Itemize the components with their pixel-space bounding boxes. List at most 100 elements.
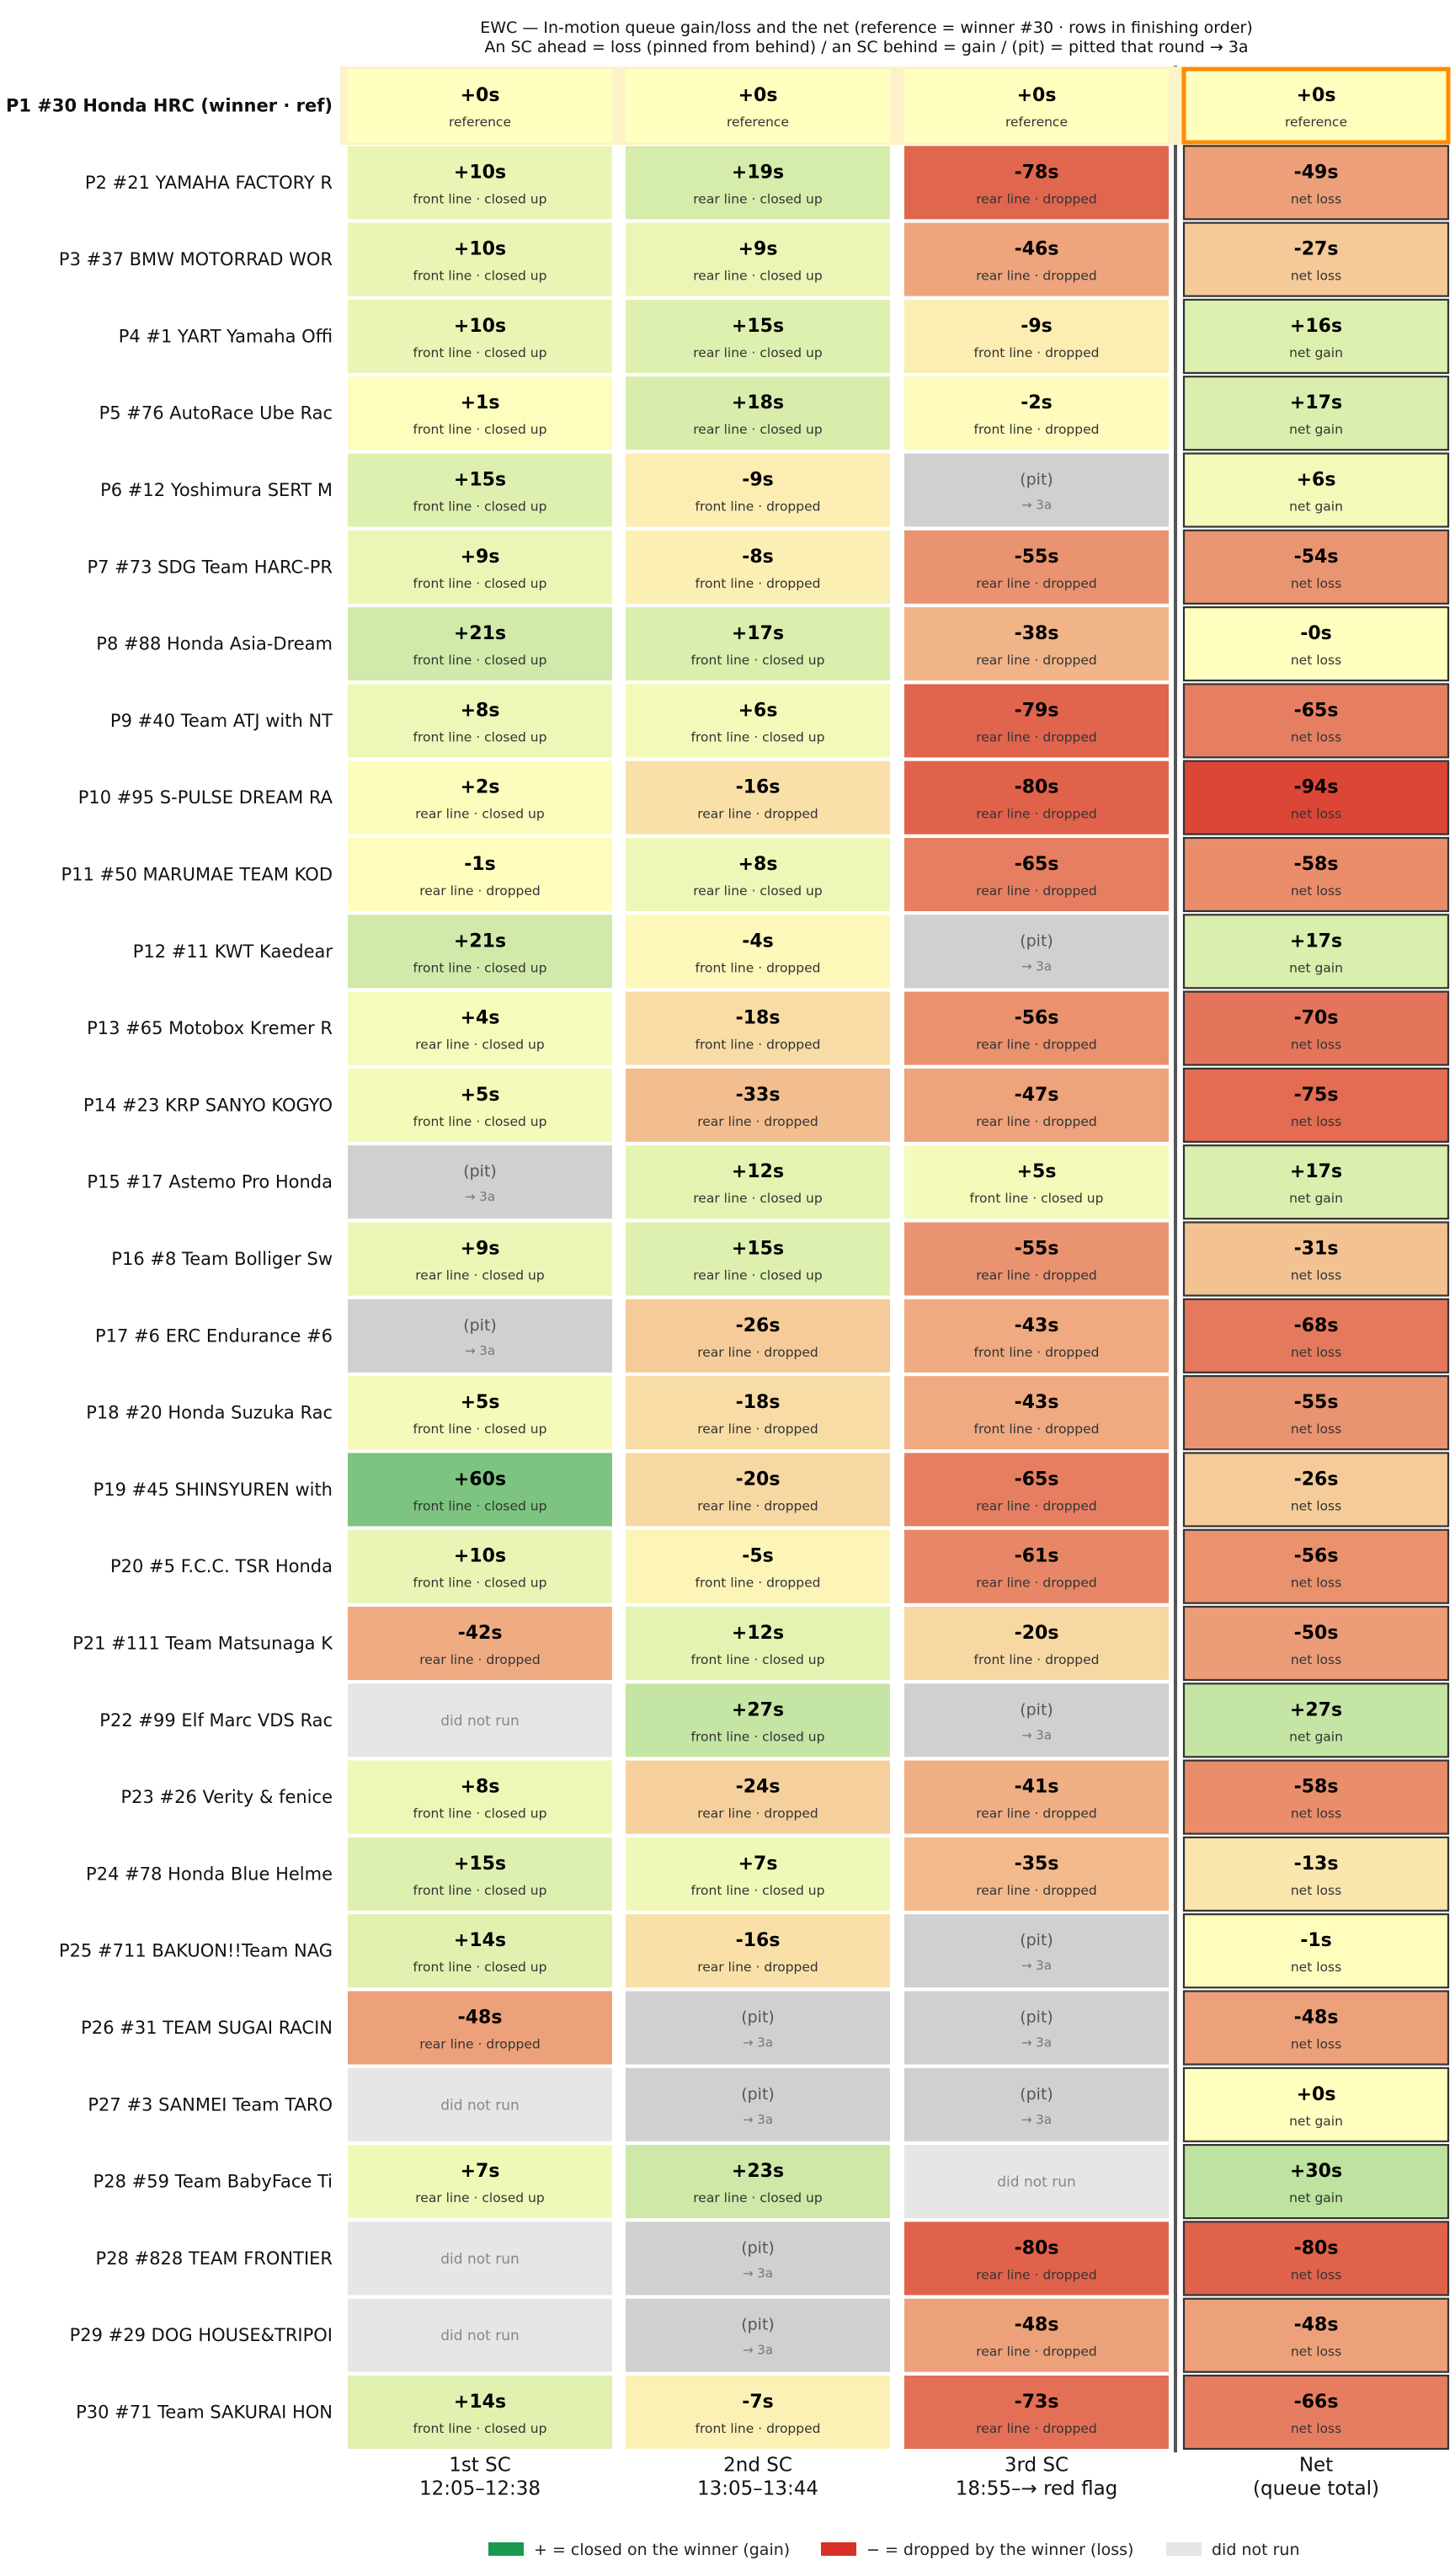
net-cell-r20-rect (1182, 1528, 1450, 1604)
cell-r5-c3-subtext: front line · dropped (974, 422, 1100, 437)
row-30: P29 #29 DOG HOUSE&TRIPOI did not run (pit)… (70, 2297, 1450, 2373)
cell-r5-c2-rect (626, 376, 890, 451)
cell-r28-c3-dnr-label: did not run (997, 2174, 1076, 2191)
net-cell-r31-rect (1182, 2374, 1450, 2451)
cell-r24-c1-subtext: front line · closed up (413, 1883, 547, 1898)
cell-r22-c1-rect (348, 1683, 612, 1757)
net-cell-r21-rect (1182, 1605, 1450, 1682)
row-27: P27 #3 SANMEI Team TARO did not run (pit) →… (88, 2067, 1450, 2142)
cell-r11-c3-subtext: rear line · dropped (976, 883, 1097, 899)
cell-r1-c2-subtext: reference (727, 115, 789, 130)
cell-r2-c3-subtext: rear line · dropped (976, 191, 1097, 206)
net-cell-r25-subtext: net loss (1291, 1960, 1341, 1975)
cell-r16-c2-subtext: rear line · closed up (693, 1268, 822, 1283)
cell-r27-c2-pit-sub: → 3a (743, 2112, 773, 2127)
cell-r22-c3-pit-sub: → 3a (1021, 1727, 1052, 1742)
row-label: P21 #111 Team Matsunaga K (72, 1634, 333, 1654)
net-cell-r29-rect (1182, 2221, 1450, 2296)
cell-r3-c2-rect (626, 222, 890, 296)
cell-r24-c2-subtext: front line · closed up (691, 1883, 825, 1898)
row-9: P9 #40 Team ATJ with NT +8s front line · c… (110, 683, 1450, 759)
cell-r13-c2-rect (626, 991, 890, 1065)
cell-r22-c3-pit-label: (pit) (1020, 1700, 1053, 1719)
net-cell-r10-value: -94s (1294, 777, 1339, 798)
cell-r9-c3-value: -79s (1015, 700, 1059, 721)
cell-r12-c1-value: +21s (454, 931, 506, 952)
net-cell-r30-subtext: net loss (1291, 2344, 1341, 2360)
row-label: P15 #17 Astemo Pro Honda (87, 1172, 333, 1192)
cell-r19-c2-rect (626, 1453, 890, 1527)
cell-r3-c1-subtext: front line · closed up (413, 269, 547, 284)
column-sublabel-1: 12:05–12:38 (419, 2477, 541, 2499)
row-label: P13 #65 Motobox Kremer R (87, 1018, 333, 1038)
cell-r13-c3-subtext: rear line · dropped (976, 1037, 1097, 1053)
cell-r28-c1-subtext: rear line · closed up (415, 2190, 544, 2205)
cell-r2-c3-rect (904, 146, 1169, 220)
cell-r4-c2-rect (626, 299, 890, 373)
cell-r21-c3-value: -20s (1015, 1623, 1059, 1644)
row-1: P1 #30 Honda HRC (winner · ref) +0s refere… (6, 67, 1451, 145)
column-label-1: 1st SC (449, 2454, 511, 2476)
cell-r19-c3-subtext: rear line · dropped (976, 1498, 1097, 1513)
cell-r18-c1-value: +5s (461, 1392, 500, 1413)
net-cell-r27-value: +0s (1297, 2084, 1336, 2105)
cell-r7-c1-subtext: front line · closed up (413, 576, 547, 591)
cell-r24-c3-subtext: rear line · dropped (976, 1883, 1097, 1898)
row-label: P2 #21 YAMAHA FACTORY R (85, 173, 333, 193)
cell-r20-c2-subtext: front line · dropped (696, 1576, 821, 1591)
cell-r7-c3-subtext: rear line · dropped (976, 576, 1097, 591)
cell-r31-c2-value: -7s (742, 2392, 774, 2413)
row-28: P28 #59 Team BabyFace Ti +7s rear line · c… (93, 2144, 1450, 2220)
net-cell-r21-value: -50s (1294, 1623, 1339, 1644)
cell-r24-c2-value: +7s (738, 1853, 778, 1875)
cell-r10-c3-subtext: rear line · dropped (976, 807, 1097, 822)
net-cell-r12-rect (1182, 914, 1450, 989)
row-3: P3 #37 BMW MOTORRAD WOR +10s front line · … (59, 221, 1450, 297)
cell-r11-c2-value: +8s (738, 854, 778, 875)
cell-r21-c3-rect (904, 1607, 1169, 1680)
net-cell-r25-rect (1182, 1913, 1450, 1989)
cell-r13-c1-value: +4s (461, 1008, 500, 1029)
cell-r16-c1-value: +9s (461, 1239, 500, 1260)
row-29: P28 #828 TEAM FRONTIER did not run (pit) → … (96, 2221, 1450, 2296)
cell-r10-c3-value: -80s (1015, 777, 1059, 798)
row-10: P10 #95 S-PULSE DREAM RA +2s rear line · c… (78, 760, 1450, 835)
cell-r20-c3-rect (904, 1529, 1169, 1603)
cell-r21-c1-rect (348, 1607, 612, 1680)
net-cell-r5-subtext: net gain (1289, 422, 1343, 437)
cell-r25-c2-subtext: rear line · dropped (697, 1960, 818, 1975)
row-20: P20 #5 F.C.C. TSR Honda +10s front line · … (110, 1528, 1450, 1604)
cell-r29-c1-dnr-label: did not run (440, 2251, 520, 2268)
cell-r27-c1-rect (348, 2067, 612, 2141)
net-cell-r21-subtext: net loss (1291, 1652, 1341, 1667)
net-cell-r19-subtext: net loss (1291, 1498, 1341, 1513)
cell-r15-c3-value: +5s (1017, 1161, 1057, 1182)
cell-r26-c1-rect (348, 1991, 612, 2065)
cell-r19-c3-value: -65s (1015, 1469, 1059, 1490)
cell-r22-c2-value: +27s (732, 1699, 784, 1720)
cell-r24-c3-value: -35s (1015, 1853, 1059, 1875)
cell-r23-c2-rect (626, 1760, 890, 1834)
cell-r30-c3-rect (904, 2298, 1169, 2372)
cell-r16-c1-rect (348, 1222, 612, 1296)
net-cell-r29-value: -80s (1294, 2237, 1339, 2259)
cell-r3-c1-rect (348, 222, 612, 296)
cell-r30-c2-rect (626, 2298, 890, 2372)
row-label: P28 #828 TEAM FRONTIER (96, 2248, 333, 2269)
cell-r9-c3-rect (904, 684, 1169, 758)
net-cell-r5-value: +17s (1290, 392, 1342, 413)
cell-r2-c2-subtext: rear line · closed up (693, 191, 822, 206)
net-cell-r22-value: +27s (1290, 1699, 1342, 1720)
cell-r18-c1-subtext: front line · closed up (413, 1421, 547, 1437)
row-16: P16 #8 Team Bolliger Sw +9s rear line · cl… (111, 1221, 1450, 1297)
cell-r8-c2-subtext: front line · closed up (691, 653, 825, 668)
row-14: P14 #23 KRP SANYO KOGYO +5s front line · c… (83, 1067, 1450, 1144)
net-cell-r28-subtext: net gain (1289, 2190, 1343, 2205)
cell-r15-c1-rect (348, 1145, 612, 1219)
cell-r25-c2-value: -16s (736, 1930, 781, 1951)
cell-r4-c2-subtext: rear line · closed up (693, 345, 822, 360)
net-cell-r7-subtext: net loss (1291, 576, 1341, 591)
cell-r16-c2-rect (626, 1222, 890, 1296)
cell-r13-c1-subtext: rear line · closed up (415, 1037, 544, 1053)
cell-r6-c3-pit-label: (pit) (1020, 471, 1053, 489)
